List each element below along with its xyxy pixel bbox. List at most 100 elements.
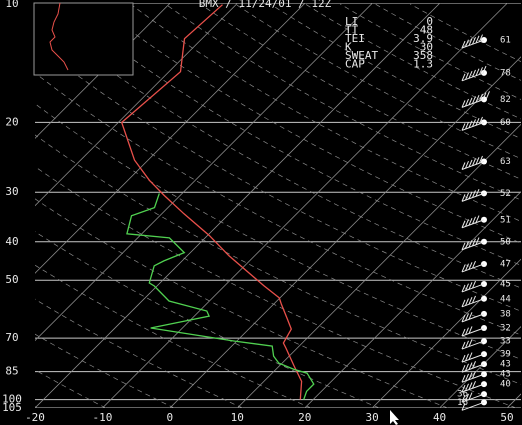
isotherm [35,3,441,408]
wind-speed-label: 45 [500,279,511,289]
x-tick-label: 10 [231,411,244,424]
barb-flag [461,242,466,250]
barb-flag [465,327,469,335]
index-value: 358 [413,49,433,62]
wind-speed-label: 78 [500,68,511,78]
barb-flag [465,192,469,201]
barb-flag [468,382,473,390]
index-label: CAP [345,58,365,71]
isotherm [35,3,306,274]
wind-speed-label: 82 [500,95,511,105]
barb-flag [472,119,476,127]
dry-adiabat [35,264,312,408]
dry-adiabat [270,3,521,140]
barb-flag [465,263,469,271]
barb-flag [472,238,476,247]
barb-flag [468,339,473,347]
barb-flag [468,372,473,380]
dry-adiabat [35,103,521,360]
y-tick-label: 40 [5,235,18,248]
inset-box [33,2,134,76]
wind-barb [461,34,485,49]
wind-speed-label: 60 [500,118,511,128]
wind-barb [461,361,485,373]
barb-flag [482,65,487,74]
barb-flag [468,312,473,320]
barb-flag [465,161,469,169]
barb-flag [468,159,473,168]
wind-speed-label: 47 [500,259,511,269]
barb-flag [468,71,473,79]
barb-flag [468,297,473,305]
wind-barb [461,326,485,337]
barb-flag [468,326,473,334]
dry-adiabat [60,3,521,266]
index-label: LI [345,15,358,28]
wind-barb [461,215,485,229]
barb-flag [465,219,469,227]
wind-barb [461,401,485,411]
barb-flag [465,298,469,306]
barb-flag [465,72,469,80]
index-label: TEI [345,32,365,45]
wind-barb [461,237,485,251]
barb-flag [465,313,469,321]
isotherm [371,258,521,408]
barb-flag [482,92,487,100]
x-tick-label: -10 [92,411,112,424]
barb-flag [475,68,480,76]
dry-adiabat [235,3,521,160]
wind-speed-label: 40 [500,380,511,390]
x-tick-label: 50 [500,411,513,424]
wind-barb [461,116,485,131]
barb-flag [465,98,469,107]
barb-flag [461,220,466,228]
x-tick-label: 40 [433,411,446,424]
barb-flag [461,299,466,308]
chart-title: BMX / 11/24/01 / 12Z [199,0,332,10]
y-tick-label: 70 [5,331,18,344]
wind-speed-label: 39 [500,350,511,360]
wind-barb [461,188,485,202]
y-tick-label: 20 [5,115,18,128]
barb-flag [475,188,480,197]
dry-adiabat [305,3,521,120]
barb-flag [461,194,466,202]
barb-flag [468,120,473,128]
barb-flag [461,123,466,131]
dry-adiabat [35,333,175,408]
barb-flag [472,260,476,269]
dry-adiabat [130,3,521,222]
wind-speed-label: 36 [457,390,468,400]
wind-speed-label: 63 [500,157,511,167]
wind-speed-label: 38 [500,309,511,319]
barb-flag [465,393,469,402]
barb-flag [472,280,476,289]
barb-flag [479,93,483,102]
barb-flag [472,96,476,104]
barb-flag [479,67,483,75]
barb-flag [465,39,469,47]
barb-flag [461,162,466,170]
dry-adiabat [200,3,521,180]
barb-flag [465,373,469,382]
barb-flag [461,384,466,393]
barb-flag [461,394,466,403]
barb-flag [465,383,469,392]
y-tick-label: 30 [5,185,18,198]
barb-flag [472,216,476,225]
dry-adiabat [35,166,517,408]
wind-barb [461,312,485,323]
barb-flag [468,191,473,199]
wind-barb [461,260,485,273]
barb-flag [461,284,466,293]
wind-speed-label: 43 [500,360,511,370]
wind-barb [461,91,490,108]
barb-flag [461,264,466,273]
barb-flag [472,69,476,78]
x-tick-label: 30 [366,411,379,424]
barb-flag [465,121,469,130]
wind-barb [461,352,485,363]
barb-flag [475,35,480,44]
